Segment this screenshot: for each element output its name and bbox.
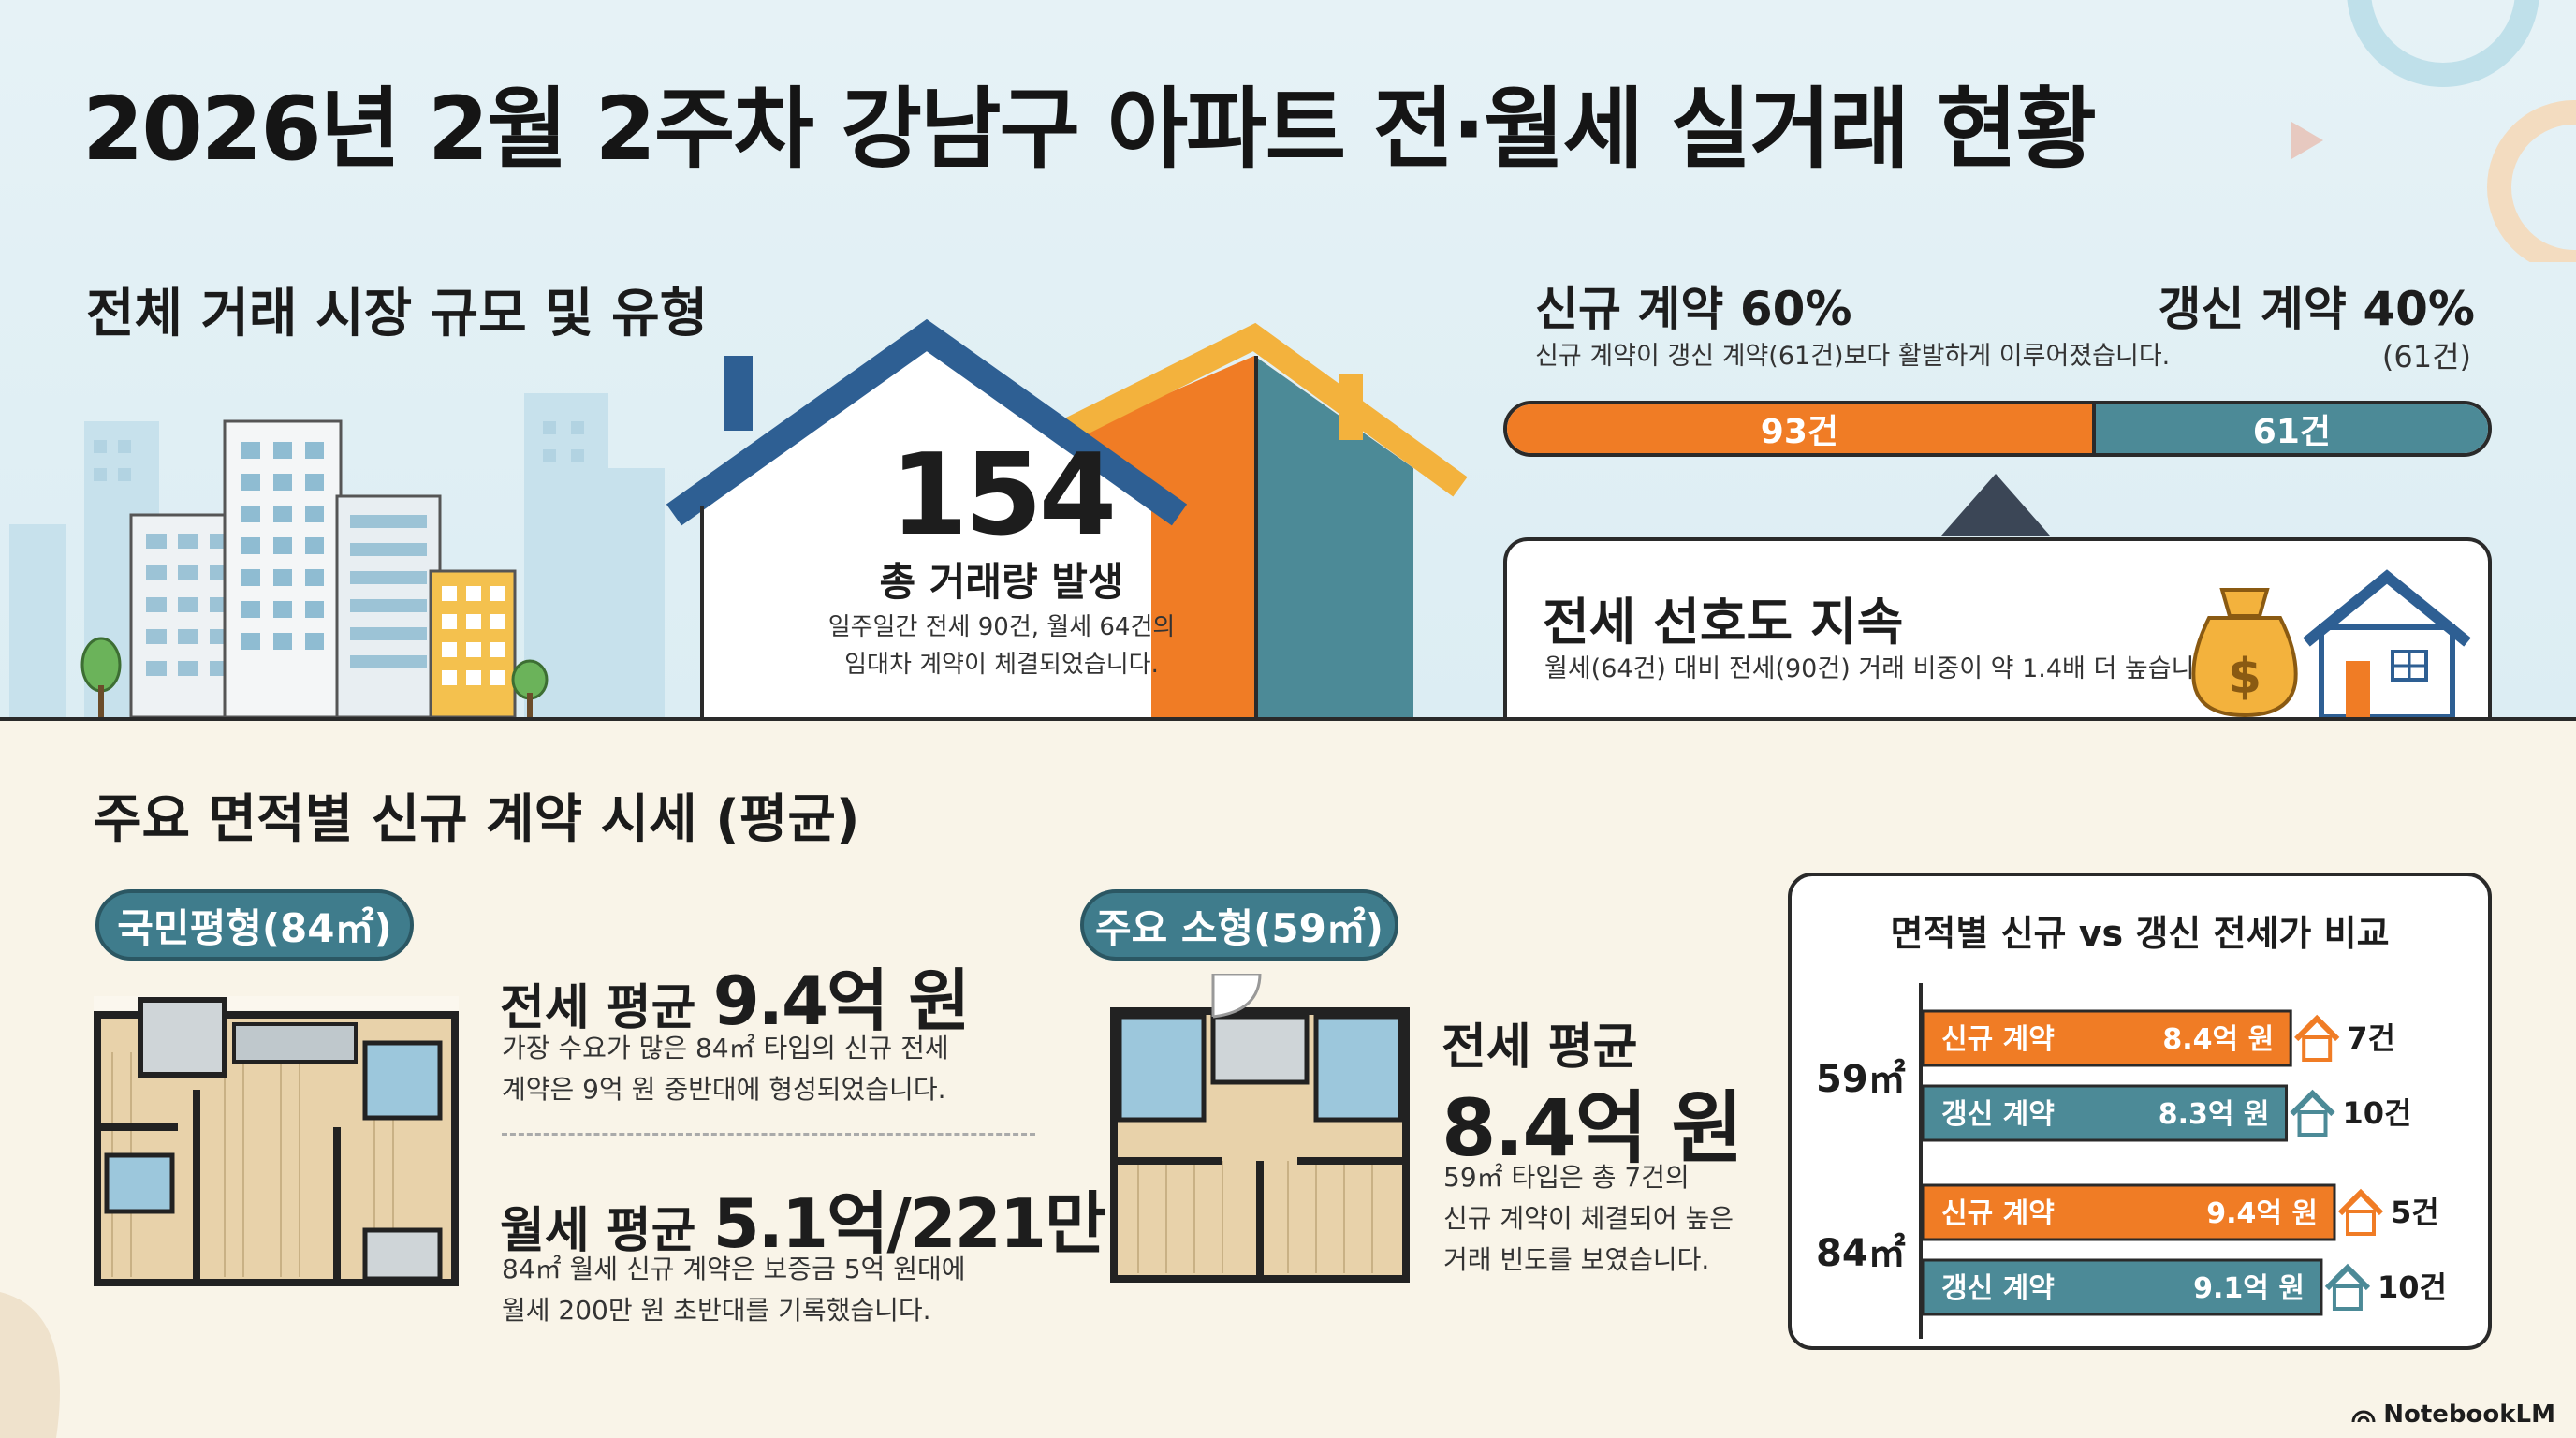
type-59-desc-line3: 거래 빈도를 보였습니다.	[1443, 1244, 1710, 1275]
chart-bar	[1921, 1084, 2289, 1142]
type-59-jeonse-value: 8.4억 원	[1442, 1082, 1744, 1174]
chart-count-label: 5건	[2391, 1195, 2439, 1230]
preference-title: 전세 선호도 지속	[1543, 593, 1904, 652]
market-section-title: 전체 거래 시장 규모 및 유형	[86, 284, 709, 345]
chart-house-icon-body	[2346, 1210, 2376, 1236]
chart-house-icon-body	[2297, 1110, 2328, 1137]
page-title: 2026년 2월 2주차 강남구 아파트 전·월세 실거래 현황	[82, 79, 2097, 181]
new-contract-bar-segment: 93건	[1507, 404, 2096, 453]
chart-category-label: 59㎡	[1816, 1058, 1906, 1101]
new-contract-description: 신규 계약이 갱신 계약(61건)보다 활발하게 이루어졌습니다.	[1535, 342, 2171, 371]
chart-category-label: 84㎡	[1816, 1232, 1906, 1275]
type-84-pill: 국민평형(84㎡)	[95, 889, 414, 961]
comparison-chart-title: 면적별 신규 vs 갱신 전세가 비교	[1890, 913, 2390, 954]
chart-bar	[1921, 1258, 2323, 1316]
logo-text: NotebookLM	[2383, 1401, 2555, 1429]
notebooklm-logo-icon	[2351, 1410, 2376, 1423]
preference-description: 월세(64건) 대비 전세(90건) 거래 비중이 약 1.4배 더 높습니다.	[1544, 654, 2226, 683]
svg-text:$: $	[2228, 649, 2261, 705]
chart-bar	[1921, 1183, 2336, 1241]
floor-plan-84-illustration	[94, 996, 459, 1286]
decorative-circles-icon	[2291, 0, 2576, 262]
type-84-wolse-value: 5.1억/221만	[712, 1184, 1107, 1263]
notebooklm-logo: NotebookLM	[2351, 1401, 2555, 1429]
type-84-jeonse-prefix: 전세 평균	[500, 980, 713, 1036]
decorative-shape-icon	[0, 1292, 60, 1438]
pointer-triangle-icon	[1941, 474, 2050, 536]
type-84-jeonse-value: 9.4억 원	[712, 961, 971, 1040]
type-84-wolse-prefix: 월세 평균	[500, 1203, 713, 1259]
chart-count-label: 10건	[2378, 1269, 2447, 1305]
chart-series-label: 갱신 계약	[1941, 1272, 2055, 1305]
type-59-jeonse-label: 전세 평균	[1442, 1020, 1638, 1076]
chart-value-label: 9.4억 원	[2206, 1197, 2318, 1230]
renewal-contract-count: (61건)	[2381, 339, 2471, 374]
type-59-desc-line2: 신규 계약이 체결되어 높은	[1443, 1203, 1734, 1234]
chart-series-label: 신규 계약	[1941, 1023, 2055, 1056]
type-59-description: 59㎡ 타입은 총 7건의 신규 계약이 체결되어 높은 거래 빈도를 보였습니…	[1443, 1157, 1734, 1281]
renewal-contract-label: 갱신 계약 40%	[2158, 282, 2476, 336]
type-84-jeonse-description: 가장 수요가 많은 84㎡ 타입의 신규 전세 계약은 9억 원 중반대에 형성…	[502, 1028, 949, 1110]
chart-house-icon-body	[2332, 1284, 2363, 1311]
type-84-jeonse-desc-line2: 계약은 9억 원 중반대에 형성되었습니다.	[502, 1074, 946, 1105]
chart-house-icon-body	[2302, 1035, 2333, 1062]
ground-line-divider	[0, 717, 2576, 721]
price-section-title: 주요 면적별 신규 계약 시세 (평균)	[94, 789, 860, 850]
money-bag-icon: $	[2191, 588, 2298, 717]
total-transaction-description: 일주일간 전세 90건, 월세 64건의 임대차 계약이 체결되었습니다.	[711, 609, 1292, 683]
dashed-divider	[502, 1133, 1035, 1136]
chart-series-label: 신규 계약	[1941, 1197, 2055, 1230]
house-icon	[2303, 569, 2471, 717]
preference-icons: $	[2191, 569, 2471, 717]
total-desc-line2: 임대차 계약이 체결되었습니다.	[844, 651, 1159, 679]
chart-count-label: 10건	[2343, 1095, 2412, 1131]
total-desc-line1: 일주일간 전세 90건, 월세 64건의	[827, 613, 1176, 641]
chart-house-icon	[2290, 1089, 2335, 1117]
floor-plan-59-illustration	[1110, 974, 1410, 1283]
chart-value-label: 8.4억 원	[2162, 1023, 2274, 1056]
type-84-jeonse-title: 전세 평균 9.4억 원	[500, 946, 971, 1044]
chart-value-label: 8.3억 원	[2159, 1098, 2270, 1131]
houses-illustration	[666, 318, 1468, 721]
type-84-jeonse-desc-line1: 가장 수요가 많은 84㎡ 타입의 신규 전세	[502, 1033, 949, 1064]
chart-value-label: 9.1억 원	[2193, 1272, 2305, 1305]
chart-house-icon	[2294, 1014, 2340, 1042]
total-transaction-value: 154	[889, 431, 1118, 561]
type-84-wolse-title: 월세 평균 5.1억/221만	[500, 1168, 1107, 1267]
total-transaction-label: 총 거래량 발생	[879, 559, 1124, 605]
type-84-wolse-description: 84㎡ 월세 신규 계약은 보증금 5억 원대에 월세 200만 원 초반대를 …	[502, 1249, 966, 1331]
chart-count-label: 7건	[2347, 1020, 2395, 1056]
chart-house-icon	[2337, 1188, 2384, 1216]
chart-bar	[1921, 1009, 2292, 1067]
new-contract-label: 신규 계약 60%	[1535, 282, 1852, 336]
type-84-wolse-desc-line1: 84㎡ 월세 신규 계약은 보증금 5억 원대에	[502, 1254, 966, 1284]
renewal-contract-bar-segment: 61건	[2095, 404, 2488, 453]
type-84-wolse-desc-line2: 월세 200만 원 초반대를 기록했습니다.	[502, 1295, 931, 1326]
type-59-desc-line1: 59㎡ 타입은 총 7건의	[1443, 1162, 1690, 1193]
chart-house-icon	[2324, 1263, 2371, 1291]
type-59-pill: 주요 소형(59㎡)	[1080, 889, 1398, 961]
contract-split-bar: 93건 61건	[1503, 401, 2492, 457]
chart-series-label: 갱신 계약	[1941, 1098, 2055, 1131]
city-buildings-illustration	[9, 393, 665, 719]
